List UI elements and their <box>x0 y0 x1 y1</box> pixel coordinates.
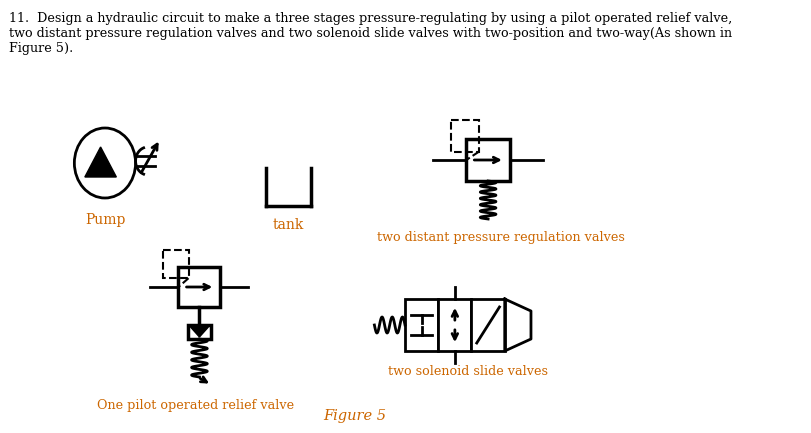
Text: two distant pressure regulation valves and two solenoid slide valves with two-po: two distant pressure regulation valves a… <box>9 27 731 40</box>
Bar <box>450 120 478 152</box>
Text: tank: tank <box>272 218 304 232</box>
Text: Figure 5).: Figure 5). <box>9 42 73 55</box>
Text: 11.  Design a hydraulic circuit to make a three stages pressure-regulating by us: 11. Design a hydraulic circuit to make a… <box>9 12 731 25</box>
Bar <box>187 325 211 339</box>
Polygon shape <box>191 327 208 337</box>
Bar <box>466 139 509 181</box>
Bar <box>438 299 471 351</box>
Polygon shape <box>84 147 116 177</box>
Text: One pilot operated relief valve: One pilot operated relief valve <box>97 399 294 412</box>
Text: two distant pressure regulation valves: two distant pressure regulation valves <box>377 231 624 244</box>
Bar <box>405 299 438 351</box>
Text: Figure 5: Figure 5 <box>324 409 386 423</box>
Bar <box>471 299 504 351</box>
Bar <box>163 250 188 278</box>
Text: Pump: Pump <box>84 213 125 227</box>
Bar <box>178 267 220 307</box>
Text: two solenoid slide valves: two solenoid slide valves <box>388 365 547 378</box>
